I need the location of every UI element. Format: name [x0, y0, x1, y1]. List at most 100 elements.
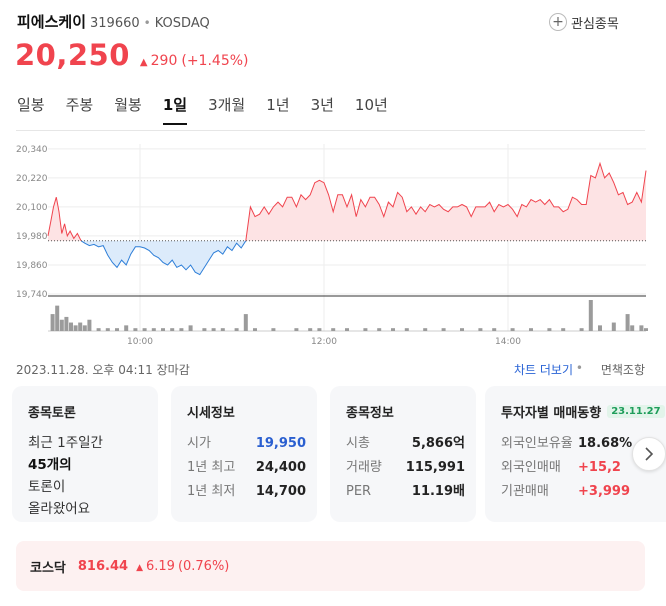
stock-name: 피에스케이 — [17, 13, 87, 31]
info-value: 14,700 — [255, 484, 306, 499]
forum-summary: 최근 1주일간 45개의 토론이 올라왔어요 — [28, 432, 158, 520]
investor-row-foreign-ratio: 외국인보유율 18.68% — [501, 432, 666, 456]
volume-bar — [644, 328, 648, 331]
info-label: PER — [346, 484, 372, 499]
chart-areas — [48, 163, 647, 275]
volume-bar — [611, 322, 616, 331]
info-row-per: PER 11.19배 — [346, 480, 476, 504]
index-bar[interactable]: 코스닥 816.44 ▲ 6.19 (0.76%) — [16, 541, 645, 591]
tab-1day[interactable]: 1일 — [162, 93, 188, 125]
volume-bar — [211, 328, 216, 331]
chart-more-link[interactable]: 차트 더보기 — [513, 363, 573, 377]
up-area — [245, 163, 647, 241]
info-label: 1년 최고 — [187, 460, 236, 475]
index-change-amount: 6.19 — [145, 558, 175, 574]
market-info-card[interactable]: 시세정보 시가 19,950 1년 최고 24,400 1년 최저 14,700 — [171, 386, 317, 522]
info-row-volume: 거래량 115,991 — [346, 456, 476, 480]
current-price: 20,250 — [15, 38, 130, 72]
volume-bar — [96, 328, 101, 331]
date-badge: 23.11.27 — [607, 405, 665, 418]
tab-daily[interactable]: 일봉 — [17, 96, 45, 114]
volume-bar — [69, 322, 73, 331]
volume-bar — [363, 328, 368, 331]
info-row-market-cap: 시총 5,866억 — [346, 432, 476, 456]
watchlist-label: 관심종목 — [571, 16, 619, 32]
volume-bar — [78, 322, 83, 331]
stock-header: 피에스케이 319660 • KOSDAQ — [17, 11, 210, 33]
investor-title: 투자자별 매매동향 — [501, 406, 602, 421]
disclaimer-link[interactable]: 면책조항 — [600, 363, 645, 377]
info-label: 거래량 — [346, 460, 382, 475]
volume-bar — [630, 325, 635, 331]
tabs-divider — [16, 130, 645, 131]
index-value: 816.44 — [77, 558, 129, 574]
volume-bar — [598, 325, 602, 331]
price-chart[interactable]: 19,740 19,860 19,980 20,100 20,220 20,340 10:… — [0, 136, 666, 356]
volume-bar — [423, 328, 428, 331]
info-row-52w-low: 1년 최저 14,700 — [187, 480, 317, 504]
market-info-title: 시세정보 — [187, 406, 235, 421]
info-value: 115,991 — [405, 460, 465, 475]
volume-bar — [625, 314, 630, 331]
volume-bar — [64, 316, 69, 331]
forum-title: 종목토론 — [28, 406, 76, 421]
y-tick-label: 19,860 — [16, 261, 48, 271]
index-change-percent: (0.76%) — [177, 558, 230, 574]
price-change: ▲ 290 (+1.45%) — [140, 53, 249, 69]
volume-bar — [547, 328, 552, 331]
tab-3years[interactable]: 3년 — [310, 96, 334, 114]
info-row-open: 시가 19,950 — [187, 432, 317, 456]
volume-bar — [377, 328, 382, 331]
volume-bar — [220, 328, 225, 331]
x-tick-label: 12:00 — [311, 337, 337, 347]
volume-bar — [391, 328, 395, 331]
volume-bar — [345, 328, 349, 331]
volume-bar — [73, 325, 78, 331]
add-watchlist-button[interactable]: + 관심종목 — [549, 11, 619, 33]
volume-bar — [492, 328, 497, 331]
volume-bar — [243, 314, 248, 331]
stock-info-title: 종목정보 — [346, 406, 394, 421]
tab-3months[interactable]: 3개월 — [208, 96, 246, 114]
down-area — [81, 240, 246, 275]
up-area — [48, 197, 82, 241]
info-value: 24,400 — [255, 460, 306, 475]
stock-info-card[interactable]: 종목정보 시총 5,866억 거래량 115,991 PER 11.19배 — [330, 386, 476, 522]
x-tick-label: 14:00 — [495, 337, 521, 347]
info-value: 18.68% — [578, 436, 633, 451]
market-name: KOSDAQ — [154, 16, 210, 31]
x-axis: 10:00 12:00 14:00 — [127, 337, 521, 347]
chevron-right-icon — [645, 447, 654, 461]
volume-bar — [170, 328, 175, 331]
volume-bar — [253, 328, 257, 331]
forum-line: 올라왔어요 — [28, 501, 91, 517]
volume-bar — [202, 328, 207, 331]
tab-10years[interactable]: 10년 — [354, 96, 388, 114]
volume-bar — [478, 328, 483, 331]
volume-bar — [133, 328, 138, 331]
tab-weekly[interactable]: 주봉 — [65, 96, 94, 114]
y-tick-label: 19,740 — [16, 290, 48, 300]
next-cards-button[interactable] — [632, 437, 666, 471]
info-value: 11.19배 — [411, 484, 465, 499]
info-value: 19,950 — [255, 436, 306, 451]
volume-bar — [579, 328, 584, 331]
info-label: 시총 — [346, 436, 370, 451]
info-value: 5,866억 — [411, 436, 465, 451]
tab-monthly[interactable]: 월봉 — [114, 96, 142, 114]
info-value: +3,999 — [578, 484, 631, 499]
tab-1year[interactable]: 1년 — [266, 96, 290, 114]
timestamp: 2023.11.28. 오후 04:11 장마감 — [16, 363, 190, 377]
info-label: 1년 최저 — [187, 484, 236, 499]
volume-bar — [404, 328, 409, 331]
volume-bar — [441, 328, 446, 331]
chart-lines — [47, 161, 647, 276]
y-axis: 19,740 19,860 19,980 20,100 20,220 20,340 — [16, 145, 48, 300]
info-value: +15,2 — [578, 460, 621, 475]
volume-bar — [55, 305, 60, 331]
volume-bar — [308, 328, 313, 331]
volume-bar — [271, 328, 276, 331]
y-tick-label: 20,220 — [16, 174, 48, 184]
forum-card[interactable]: 종목토론 최근 1주일간 45개의 토론이 올라왔어요 — [12, 386, 158, 522]
volume-bar — [161, 328, 165, 331]
